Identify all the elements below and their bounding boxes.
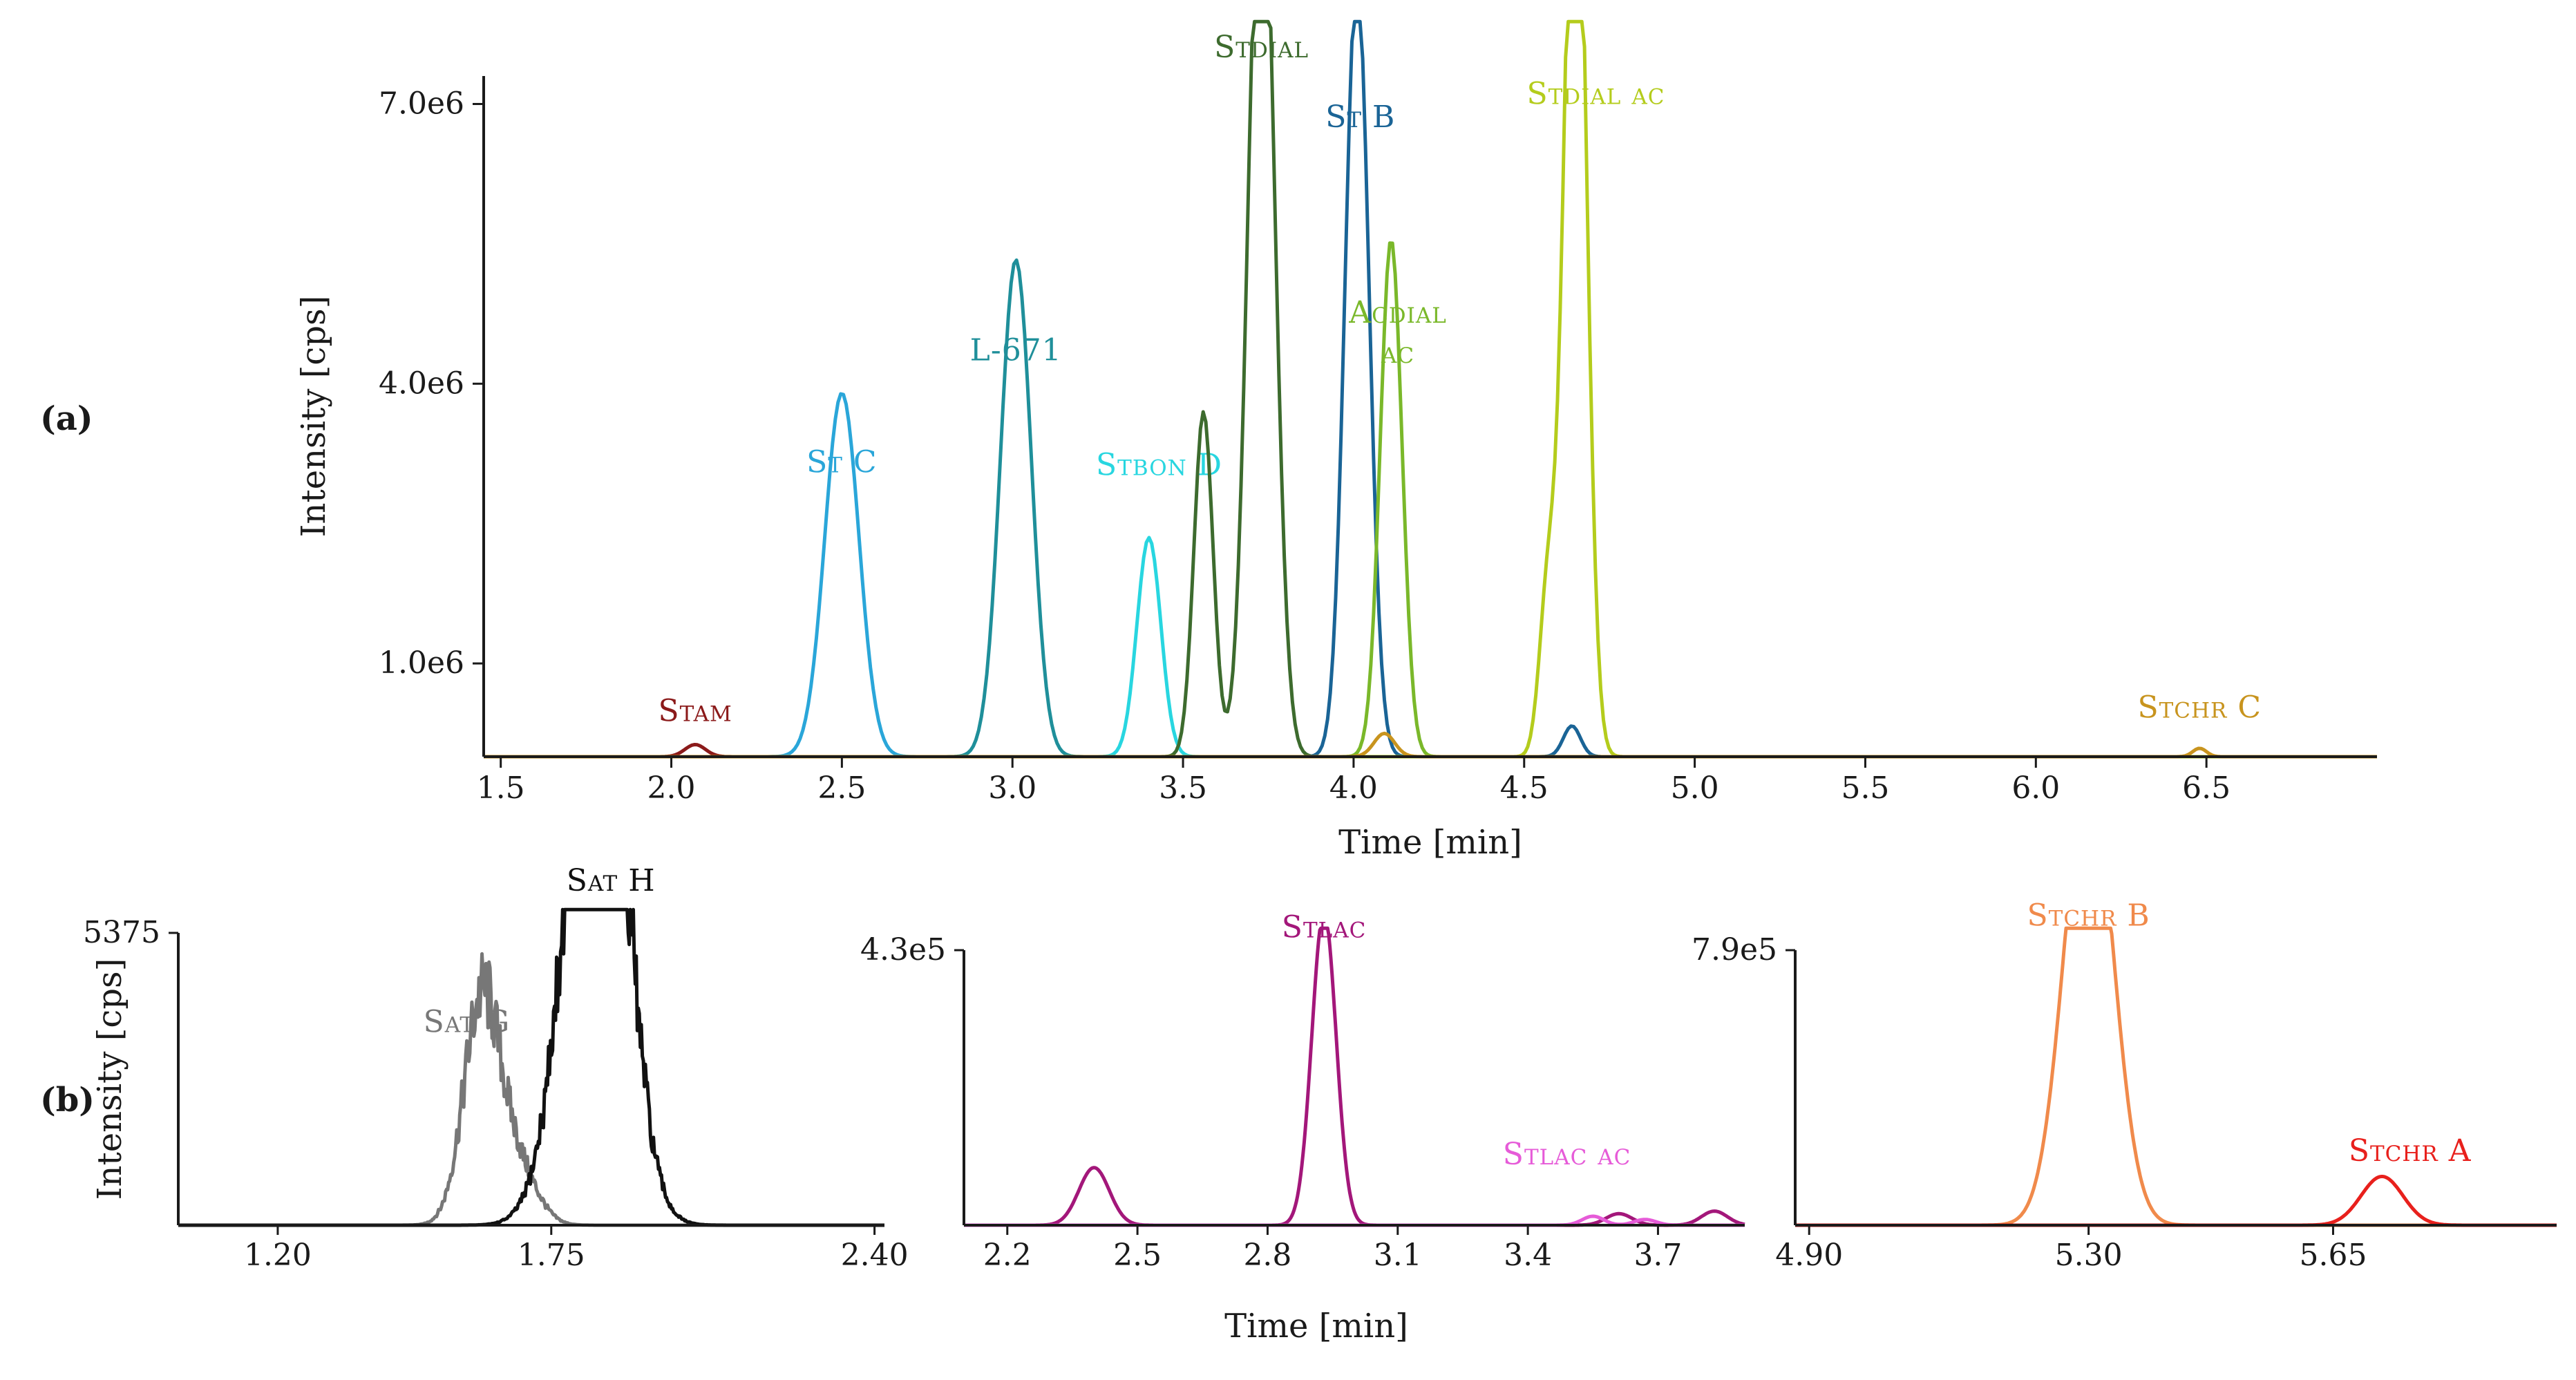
trace-a-stdial-ac xyxy=(484,19,2377,759)
x-tick-label: 5.65 xyxy=(2299,1238,2367,1273)
trace-a-st-b xyxy=(484,19,2377,759)
trace-a-l-671 xyxy=(484,258,2377,759)
peak-label-stchr-b: Stchr B xyxy=(2027,898,2150,934)
peak-label-line: Acdial xyxy=(1348,295,1447,330)
x-tick-label: 5.5 xyxy=(1841,771,1889,806)
y-tick-label: 7.9e5 xyxy=(1692,932,1777,967)
peak-label-st-b: St B xyxy=(1325,100,1395,135)
trace-a-st-c xyxy=(484,392,2377,759)
trace-a-stdial xyxy=(484,19,2377,759)
x-tick-label: 1.5 xyxy=(477,771,525,806)
x-tick-label: 2.2 xyxy=(983,1238,1032,1273)
peak-label-stam: Stam xyxy=(658,694,732,729)
chart-b1: Sat G Sat H 1.20 1.75 2.40 5375 Intensity [cps… xyxy=(83,863,909,1273)
x-tick-label: 4.0 xyxy=(1329,771,1378,806)
peak-label-acdial-ac: Acdial ac xyxy=(1348,295,1447,370)
peak-label-line: ac xyxy=(1381,335,1414,370)
x-tick-label: 3.5 xyxy=(1159,771,1207,806)
panel-label-a: (a) xyxy=(40,399,93,438)
y-tick-label: 4.0e6 xyxy=(379,366,464,401)
peak-label-sat-h: Sat H xyxy=(567,863,656,898)
x-tick-label: 5.0 xyxy=(1671,771,1719,806)
peak-label-l-671: L-671 xyxy=(970,333,1062,368)
trace-a-stchr-c xyxy=(484,731,2377,759)
chart-a: Stam St C L-671 Stbon D Stdial St B Acdial ac St… xyxy=(294,19,2377,862)
trace-a-stbon-d xyxy=(484,536,2377,759)
x-tick-label: 3.4 xyxy=(1504,1238,1552,1273)
trace-b2-stlac xyxy=(963,926,1745,1227)
peak-label-stchr-a: Stchr A xyxy=(2349,1133,2472,1169)
peak-label-stlac: Stlac xyxy=(1282,909,1367,945)
trace-b3-stchr-b xyxy=(1794,926,2557,1227)
panel-label-b: (b) xyxy=(40,1081,95,1119)
x-tick-label: 2.5 xyxy=(1113,1238,1162,1273)
x-tick-label: 2.5 xyxy=(817,771,866,806)
peak-label-st-c: St C xyxy=(806,444,877,480)
x-tick-label: 4.90 xyxy=(1775,1238,1843,1273)
x-tick-label: 6.0 xyxy=(2011,771,2060,806)
x-tick-label: 3.0 xyxy=(988,771,1036,806)
y-tick-label: 5375 xyxy=(83,915,160,950)
peak-label-stdial-ac: Stdial ac xyxy=(1526,76,1665,111)
x-tick-label: 2.8 xyxy=(1243,1238,1291,1273)
x-tick-label: 5.30 xyxy=(2055,1238,2123,1273)
chart-b2: Stlac Stlac ac 2.2 2.5 2.8 3.1 3.4 3.7 4.3e5 xyxy=(860,909,1745,1273)
y-tick-label: 4.3e5 xyxy=(860,932,946,967)
trace-b3-stchr-a xyxy=(1794,1175,2557,1227)
peak-label-stchr-c: Stchr C xyxy=(2137,690,2262,725)
trace-b1-sat-h xyxy=(178,907,885,1227)
x-tick-label: 3.1 xyxy=(1374,1238,1422,1273)
x-tick-label: 3.7 xyxy=(1633,1238,1682,1273)
x-tick-label: 1.20 xyxy=(244,1238,312,1273)
x-axis-title: Time [min] xyxy=(1338,823,1522,862)
y-axis-title: Intensity [cps] xyxy=(91,958,129,1200)
x-tick-label: 2.0 xyxy=(647,771,696,806)
shared-x-axis-title: Time [min] xyxy=(1224,1307,1408,1345)
peak-label-stdial: Stdial xyxy=(1214,30,1309,65)
x-tick-label: 4.5 xyxy=(1500,771,1549,806)
x-tick-label: 6.5 xyxy=(2182,771,2231,806)
y-axis-title: Intensity [cps] xyxy=(294,296,333,538)
chart-b3: Stchr B Stchr A 4.90 5.30 5.65 7.9e5 xyxy=(1692,898,2557,1273)
peak-label-sat-g: Sat G xyxy=(424,1005,511,1040)
y-tick-label: 1.0e6 xyxy=(379,645,464,681)
x-tick-label: 2.40 xyxy=(841,1238,909,1273)
peak-label-stlac-ac: Stlac ac xyxy=(1503,1137,1631,1172)
peak-label-stbon-d: Stbon D xyxy=(1096,448,1222,483)
y-tick-label: 7.0e6 xyxy=(379,86,464,121)
x-tick-label: 1.75 xyxy=(518,1238,585,1273)
